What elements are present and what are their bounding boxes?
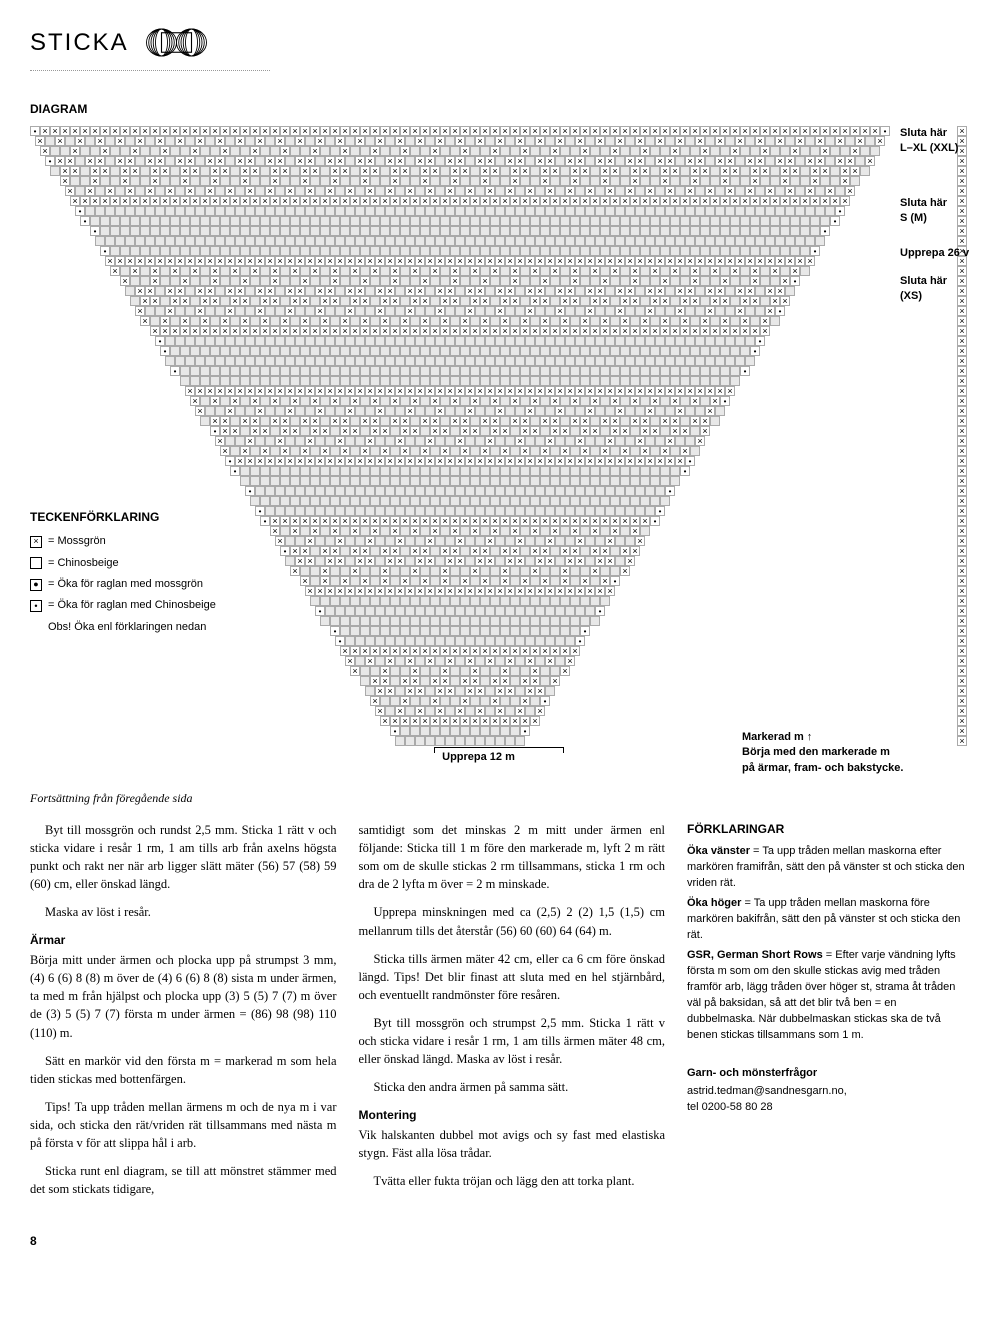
legend-symbol-smalldot: • — [30, 600, 42, 612]
column-1: Byt till mossgrön och rundst 2,5 mm. Sti… — [30, 821, 337, 1209]
forklaringar-box: FÖRKLARINGAR Öka vänster = Ta upp tråden… — [687, 821, 967, 1044]
legend-label: = Öka för raglan med Chinosbeige — [48, 598, 216, 613]
contact-details: astrid.tedman@sandnesgarn.no, tel 0200-5… — [687, 1084, 967, 1116]
legend-symbol-x: × — [30, 536, 42, 548]
brand-name: STICKA — [30, 26, 129, 60]
body-columns: Byt till mossgrön och rundst 2,5 mm. Sti… — [30, 821, 967, 1209]
diagram-section: DIAGRAM Sluta här L–XL (XXL) Sluta här S… — [30, 101, 967, 765]
side-label-4: Sluta här (XS) — [900, 274, 947, 305]
legend-symbol-blank — [30, 557, 42, 569]
para: samtidigt som det minskas 2 m mitt under… — [359, 821, 666, 894]
para: Sticka den andra ärmen på samma sätt. — [359, 1078, 666, 1096]
definition: Öka höger = Ta upp tråden mellan maskorn… — [687, 896, 967, 944]
contact-block: Garn- och mönsterfrågor astrid.tedman@sa… — [687, 1066, 967, 1116]
para: Börja mitt under ärmen och plocka upp på… — [30, 951, 337, 1042]
diagram-title: DIAGRAM — [30, 101, 967, 118]
side-label-1: Sluta här L–XL (XXL) — [900, 126, 958, 157]
contact-title: Garn- och mönsterfrågor — [687, 1066, 967, 1082]
legend-note: Obs! Öka enl förklaringen nedan — [48, 620, 290, 635]
subhead-montering: Montering — [359, 1107, 666, 1124]
header-underline — [30, 70, 270, 71]
para: Maska av löst i resår. — [30, 903, 337, 921]
legend-label: = Öka för raglan med mossgrön — [48, 577, 203, 592]
legend-label: = Chinosbeige — [48, 556, 119, 571]
chart-bottom-right-label: Markerad m ↑ Börja med den markerade m p… — [742, 730, 972, 775]
chart-side-column — [957, 126, 967, 746]
side-label-2: Sluta här S (M) — [900, 196, 947, 227]
para: Sticka tills ärmen mäter 42 cm, eller ca… — [359, 950, 666, 1004]
para: Byt till mossgrön och rundst 2,5 mm. Sti… — [30, 821, 337, 894]
column-2: samtidigt som det minskas 2 m mitt under… — [359, 821, 666, 1209]
yarn-icon — [139, 20, 214, 65]
para: Upprepa minskningen med ca (2,5) 2 (2) 1… — [359, 903, 666, 939]
legend-symbol-dot: ● — [30, 579, 42, 591]
repeat-brace — [434, 747, 564, 753]
definition: Öka vänster = Ta upp tråden mellan masko… — [687, 844, 967, 892]
legend-label: = Mossgrön — [48, 534, 106, 549]
page-number: 8 — [30, 1233, 967, 1250]
legend: TECKENFÖRKLARING × = Mossgrön = Chinosbe… — [30, 509, 290, 635]
para: Tvätta eller fukta tröjan och lägg den a… — [359, 1172, 666, 1190]
side-label-3: Upprepa 26 v — [900, 246, 969, 261]
legend-item: × = Mossgrön — [30, 534, 290, 549]
para: Sätt en markör vid den första m = mar­ke… — [30, 1052, 337, 1088]
sidebar-title: FÖRKLARINGAR — [687, 821, 967, 838]
legend-item: ● = Öka för raglan med mossgrön — [30, 577, 290, 592]
para: Byt till mossgrön och strumpst 2,5 mm. S… — [359, 1014, 666, 1068]
header: STICKA — [30, 20, 967, 65]
definition: GSR, German Short Rows = Efter varje vän… — [687, 948, 967, 1044]
para: Vik halskanten dubbel mot avigs och sy f… — [359, 1126, 666, 1162]
subhead-armar: Ärmar — [30, 932, 337, 949]
legend-item: = Chinosbeige — [30, 556, 290, 571]
para: Tips! Ta upp tråden mellan ärmens m och … — [30, 1098, 337, 1152]
column-3-sidebar: FÖRKLARINGAR Öka vänster = Ta upp tråden… — [687, 821, 967, 1209]
legend-title: TECKENFÖRKLARING — [30, 509, 290, 526]
knitting-chart — [30, 126, 890, 746]
continuation-note: Fortsättning från föregående sida — [30, 790, 967, 807]
legend-item: • = Öka för raglan med Chinosbeige — [30, 598, 290, 613]
para: Sticka runt enl diagram, se till att mön… — [30, 1162, 337, 1198]
diagram-container: Sluta här L–XL (XXL) Sluta här S (M) Upp… — [30, 126, 967, 765]
